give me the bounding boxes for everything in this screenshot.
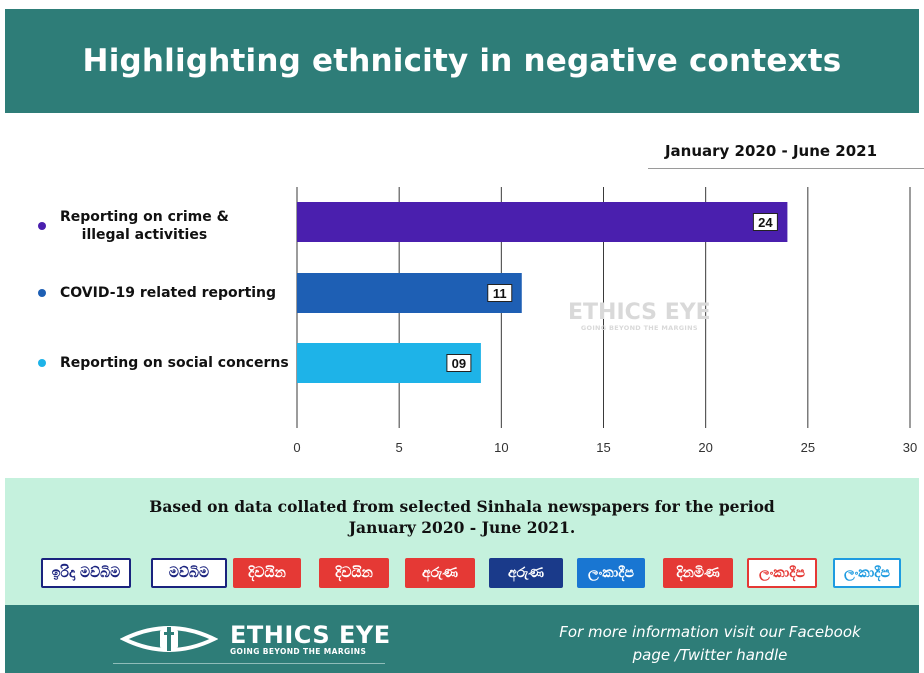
data-label-box [487,284,513,302]
bullet-dot-icon [38,289,46,297]
title-banner: Highlighting ethnicity in negative conte… [5,9,919,113]
bullet-dot-icon [38,222,46,230]
date-range-label: January 2020 - June 2021 [664,142,878,160]
watermark-name: ETHICS EYE [568,300,711,325]
watermark: ETHICS EYE GOING BEYOND THE MARGINS [568,300,711,333]
data-label-box [446,354,472,372]
source-note: Based on data collated from selected Sin… [5,496,919,538]
source-note-line-2: January 2020 - June 2021. [348,518,576,537]
data-label: 24 [758,215,773,230]
newspaper-logo: අරුණ [405,558,475,588]
newspaper-logo: ලංකාදීප [577,558,645,588]
data-label: 09 [452,356,466,371]
category-label: COVID-19 related reporting [38,284,276,302]
newspaper-logo: ලංකාදීප [833,558,901,588]
brand-tagline: GOING BEYOND THE MARGINS [230,646,367,656]
footer-divider [113,663,385,664]
footer: ETHICS EYE GOING BEYOND THE MARGINS For … [5,605,919,673]
category-label: Reporting on social concerns [38,354,289,372]
x-tick-label: 0 [293,440,300,455]
x-tick-label: 30 [903,440,917,455]
source-note-band: Based on data collated from selected Sin… [5,478,919,605]
x-tick-label: 20 [698,440,712,455]
page-title: Highlighting ethnicity in negative conte… [82,43,842,79]
eye-icon [120,626,218,652]
newspaper-logo: ඉරිදා මව්බිම [41,558,131,588]
category-label-text: COVID-19 related reporting [60,285,277,301]
x-tick-label: 10 [494,440,508,455]
newspaper-logos: ඉරිදා මව්බිම මව්බිම දිවයින දිවයින අරුණ අරුණ ලං… [41,558,901,588]
x-tick-label: 5 [396,440,403,455]
footer-info: For more information visit our Facebook … [535,621,885,667]
bullet-dot-icon [38,359,46,367]
source-note-line-1: Based on data collated from selected Sin… [149,497,775,516]
category-label-text: Reporting on social concerns [60,355,289,371]
bar [297,273,522,313]
brand-name: ETHICS EYE [230,620,391,649]
x-tick-label: 15 [596,440,610,455]
brand-logo: ETHICS EYE GOING BEYOND THE MARGINS [120,619,391,659]
bar-chart: 0 5 10 15 20 25 30 24 11 09 [293,187,917,455]
newspaper-logo: මව්බිම [151,558,227,588]
footer-info-line-2: page /Twitter handle [632,646,788,664]
date-range-underline [648,168,924,169]
data-label: 11 [493,286,507,301]
x-tick-label: 25 [801,440,815,455]
newspaper-logo: දිනමිණ [663,558,733,588]
footer-info-line-1: For more information visit our Facebook [559,623,861,641]
newspaper-logo: දිවයින [233,558,301,588]
data-label-box [752,213,778,231]
newspaper-logo: දිවයින [319,558,389,588]
bar [297,202,788,242]
watermark-tagline: GOING BEYOND THE MARGINS [580,324,698,332]
newspaper-logo: ලංකාදීප [747,558,817,588]
category-label-text: Reporting on crime & illegal activities [60,209,229,243]
newspaper-logo: අරුණ [489,558,563,588]
category-label: Reporting on crime & illegal activities [38,208,229,244]
